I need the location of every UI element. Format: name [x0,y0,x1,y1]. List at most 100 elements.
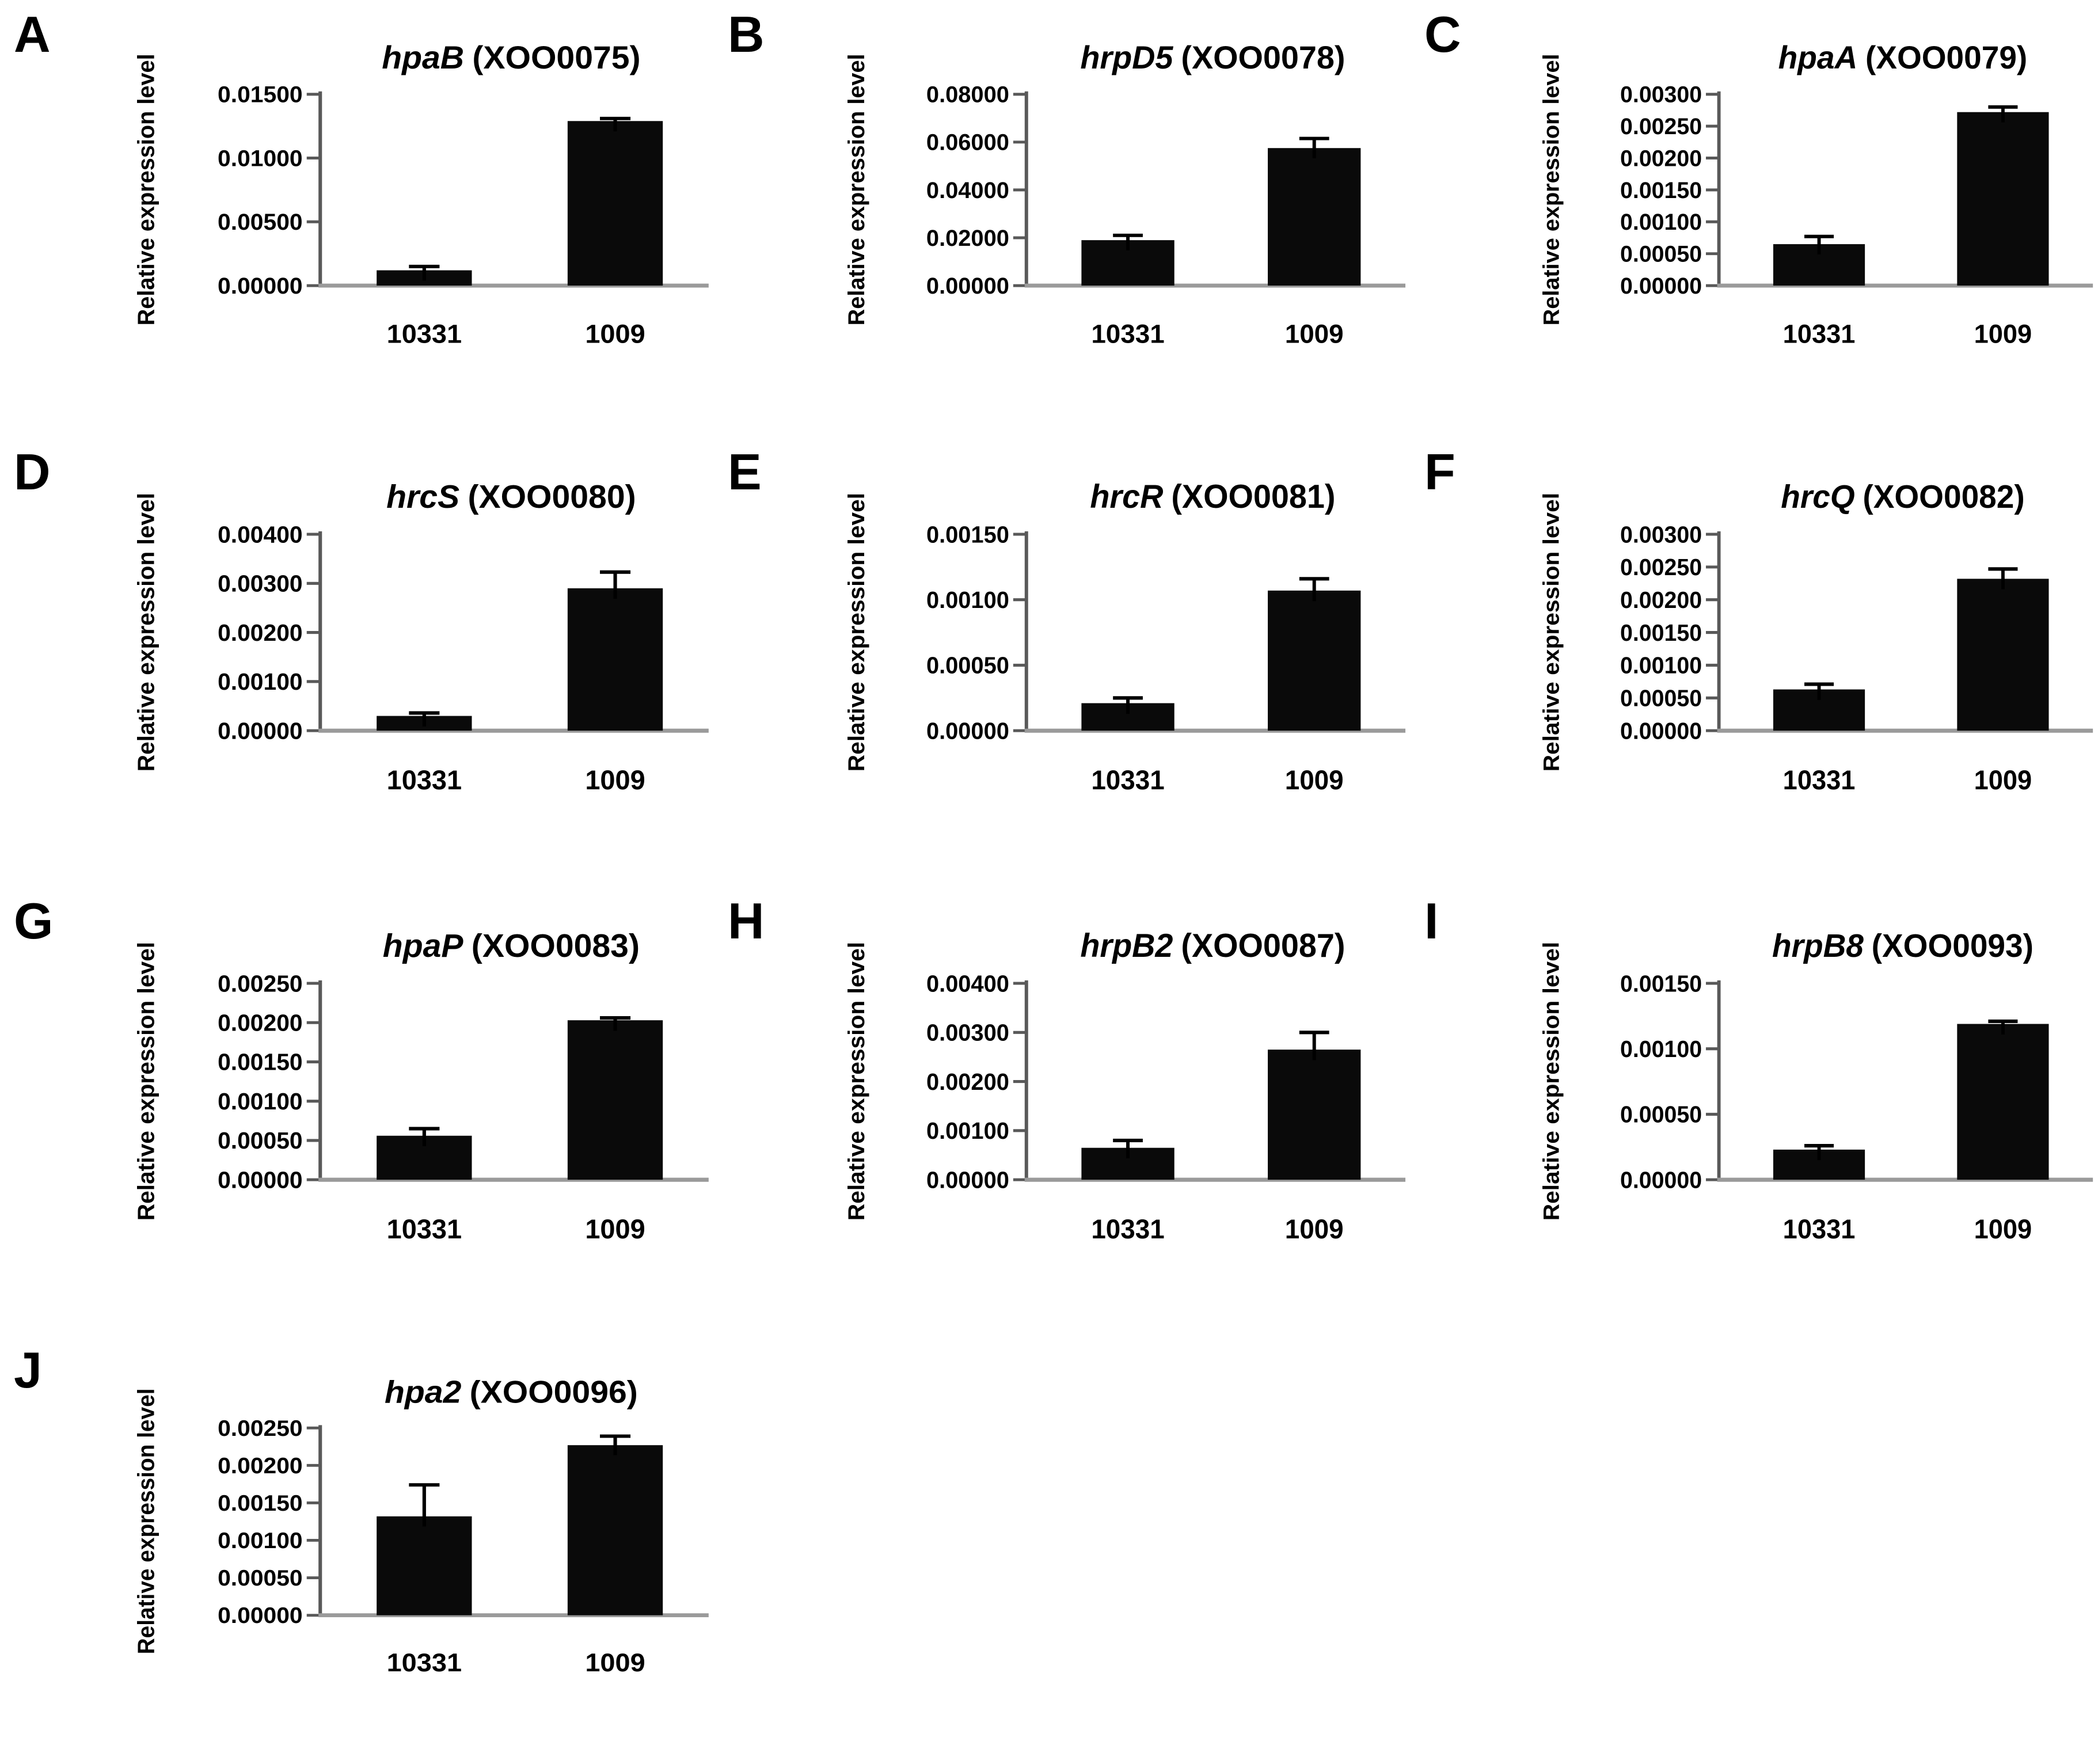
y-tick-label: 0.00000 [1620,273,1702,299]
x-tick-label: 1009 [1285,1214,1344,1245]
y-tick-label: 0.02000 [926,226,1009,251]
panel-letter: C [1424,6,1461,63]
bar-1009 [567,121,663,286]
gene-name: hrcS [386,478,459,515]
bar-1009 [1957,579,2049,731]
chart-title: hpaB (XOO0075) [382,40,640,75]
locus-tag: (XOO0079) [1865,40,2027,75]
error-bar [600,1434,631,1455]
gene-name: hrcR [1090,478,1163,515]
panel-letter: F [1424,443,1455,500]
bar-1009 [1268,1050,1361,1180]
y-tick-label: 0.00300 [926,1020,1009,1046]
error-bar [1988,105,2018,123]
y-tick-label: 0.00150 [1620,178,1702,203]
error-bar [1113,696,1143,714]
bar-1009 [567,1445,663,1615]
bar-chart: hrcS (XOO0080) Relative expression level 0.… [132,478,709,795]
error-bar [409,1127,440,1147]
error-bar [1804,234,1834,254]
x-tick-label: 1009 [1285,319,1344,348]
y-tick-label: 0.00250 [1620,555,1702,581]
error-bar [1804,1143,1834,1161]
panel-letter: J [14,1341,42,1398]
chart-title: hrcQ (XOO0082) [1781,478,2024,515]
bar-chart: hpaP (XOO0083) Relative expression level 0.… [132,927,709,1244]
y-tick-label: 0.00200 [218,619,303,646]
x-tick-label: 10331 [387,1214,462,1244]
x-tick-label: 10331 [387,319,462,348]
chart-title: hrpB2 (XOO0087) [1080,927,1345,964]
y-tick-label: 0.00200 [1620,587,1702,613]
gene-name: hrpB8 [1772,927,1864,964]
chart-title: hpa2 (XOO0096) [385,1375,638,1409]
y-tick-label: 0.00000 [1620,1168,1702,1193]
y-tick-label: 0.01000 [218,146,303,171]
chart-title: hpaP (XOO0083) [383,927,640,964]
y-tick-label: 0.00000 [218,273,303,298]
y-axis-label: Relative expression level [134,1389,159,1655]
locus-tag: (XOO0078) [1181,40,1345,75]
y-tick-label: 0.00000 [1620,718,1702,744]
locus-tag: (XOO0075) [472,40,640,75]
bar-1009 [567,1020,663,1180]
y-axis-label: Relative expression level [843,493,869,771]
error-bar [600,570,631,599]
bar-chart: hpaB (XOO0075) Relative expression level 0.… [133,40,709,348]
y-axis-label: Relative expression level [132,942,159,1221]
y-tick-label: 0.00000 [926,1167,1009,1193]
x-tick-label: 1009 [1974,765,2032,795]
chart-title: hrpD5 (XOO0078) [1080,40,1345,75]
chart-title: hrcR (XOO0081) [1090,478,1335,515]
y-tick-label: 0.00300 [1620,82,1702,107]
locus-tag: (XOO0087) [1181,927,1345,964]
x-tick-label: 10331 [387,1648,462,1677]
y-tick-label: 0.08000 [926,82,1009,108]
y-tick-label: 0.00050 [1620,241,1702,267]
y-tick-label: 0.00100 [218,1529,302,1553]
x-tick-label: 10331 [1783,319,1856,348]
error-bar [600,1016,631,1031]
y-tick-label: 0.00100 [1620,210,1702,235]
bar-1009 [1957,1024,2049,1180]
y-tick-label: 0.04000 [926,178,1009,203]
y-tick-label: 0.00150 [926,522,1009,548]
error-bar [409,1483,440,1527]
y-tick-label: 0.00100 [1620,653,1702,679]
y-tick-label: 0.00400 [218,521,303,548]
y-tick-label: 0.00250 [218,1416,302,1441]
x-tick-label: 1009 [1285,765,1344,796]
y-tick-label: 0.00100 [926,587,1009,613]
y-tick-label: 0.00100 [218,1088,303,1115]
error-bar [409,264,440,281]
bar-chart: hrpB8 (XOO0093) Relative expression level 0… [1539,927,2093,1244]
chart-title: hrpB8 (XOO0093) [1772,927,2034,964]
gene-name: hpa2 [385,1375,461,1409]
y-tick-label: 0.00300 [218,571,303,597]
y-tick-label: 0.00150 [218,1491,302,1516]
x-tick-label: 1009 [585,1214,645,1244]
error-bar [600,116,631,132]
x-tick-label: 1009 [1974,1214,2032,1244]
bar-1009 [1268,590,1361,731]
panel-letter: E [728,443,762,500]
y-axis-label: Relative expression level [844,54,869,325]
y-tick-label: 0.00200 [218,1454,302,1478]
y-axis-label: Relative expression level [132,493,159,771]
bar-chart: hrcQ (XOO0082) Relative expression level 0.… [1539,478,2093,795]
y-tick-label: 0.00000 [218,1166,303,1193]
y-axis-label: Relative expression level [133,54,159,325]
x-tick-label: 10331 [387,765,462,795]
x-tick-label: 1009 [1974,319,2032,348]
gene-name: hpaA [1778,40,1858,75]
y-tick-label: 0.00000 [926,718,1009,744]
y-tick-label: 0.00150 [218,1049,303,1075]
y-tick-label: 0.00100 [1620,1036,1702,1062]
